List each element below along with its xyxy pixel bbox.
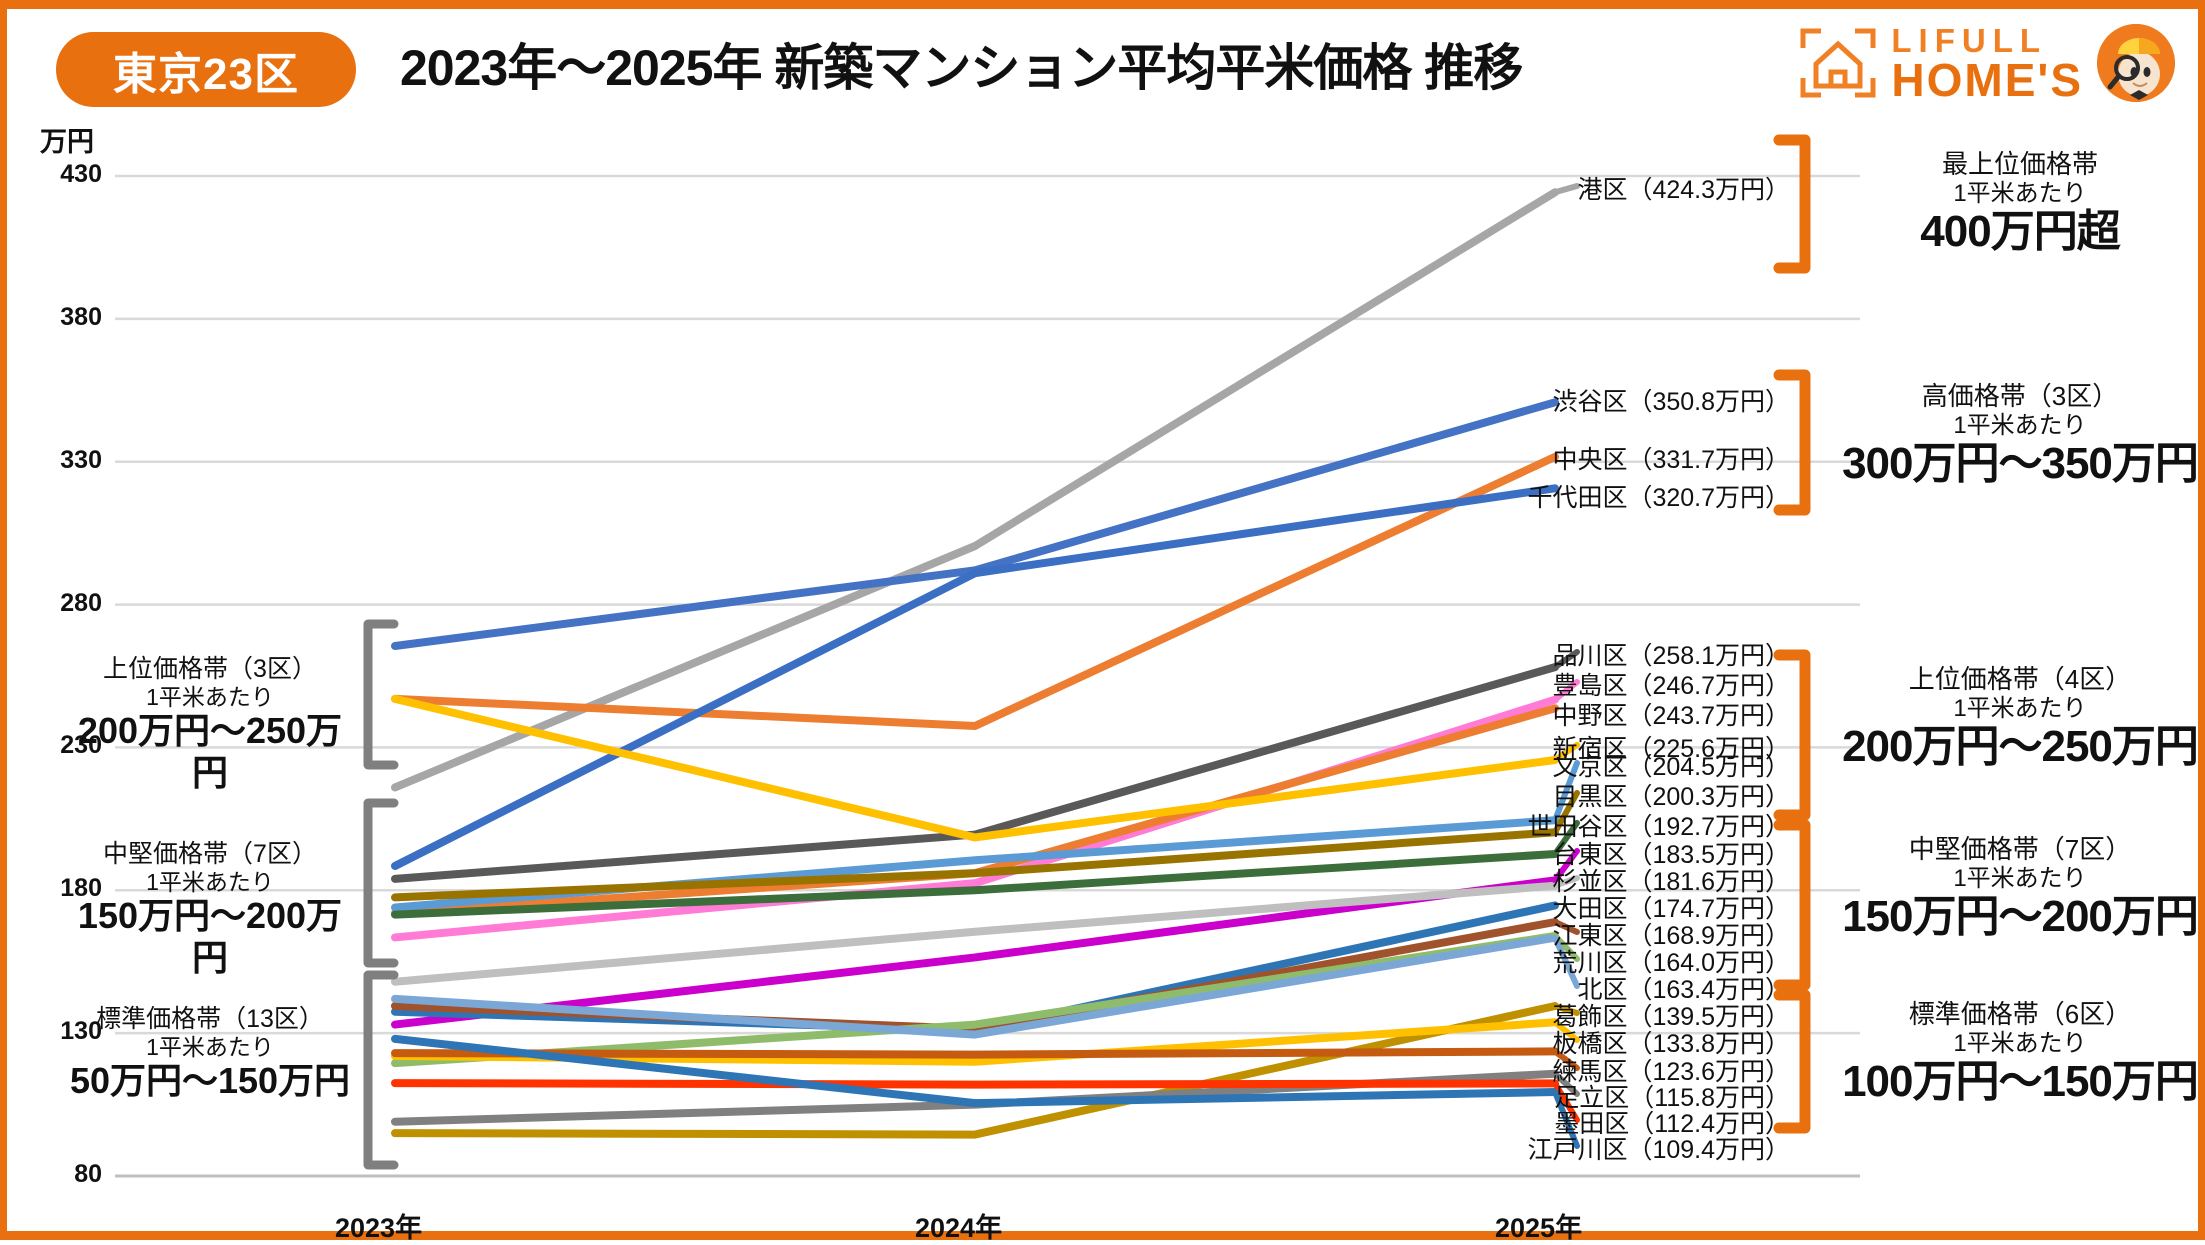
series-label-豊島区: 豊島区（246.7万円）	[1552, 672, 1790, 700]
right-band-0-sub: 1平米あたり	[1953, 179, 2087, 207]
series-label-中央区: 中央区（331.7万円）	[1552, 446, 1790, 474]
series-label-練馬区: 練馬区（123.6万円）	[1552, 1058, 1790, 1086]
left-band-2-sub: 1平米あたり	[146, 1033, 274, 1060]
series-label-渋谷区: 渋谷区（350.8万円）	[1552, 388, 1790, 416]
page-title: 2023年〜2025年 新築マンション平均平米価格 推移	[400, 40, 1523, 96]
x-tick-1: 2024年	[915, 1213, 1003, 1243]
y-tick-280: 280	[60, 588, 102, 617]
series-label-台東区: 台東区（183.5万円）	[1552, 841, 1790, 869]
y-tick-230: 230	[60, 731, 102, 760]
right-band-4-range: 100万円〜150万円	[1842, 1057, 2199, 1107]
series-label-品川区: 品川区（258.1万円）	[1552, 642, 1790, 670]
right-band-4: 標準価格帯（6区） 1平米あたり 100万円〜150万円	[1840, 999, 2200, 1108]
left-band-1-title: 中堅価格帯（7区）	[103, 840, 317, 868]
series-label-葛飾区: 葛飾区（139.5万円）	[1552, 1003, 1790, 1031]
left-band-0: 上位価格帯（3区） 1平米あたり 200万円〜250万円	[60, 655, 360, 793]
series-label-世田谷区: 世田谷区（192.7万円）	[1527, 813, 1790, 841]
right-band-3-title: 中堅価格帯（7区）	[1908, 834, 2132, 864]
left-band-1-sub: 1平米あたり	[146, 868, 274, 895]
y-tick-80: 80	[74, 1160, 102, 1188]
series-label-江東区: 江東区（168.9万円）	[1552, 922, 1790, 950]
series-label-墨田区: 墨田区（112.4万円）	[1554, 1110, 1790, 1138]
left-band-1-range: 150万円〜200万円	[77, 895, 343, 978]
y-tick-180: 180	[60, 874, 102, 903]
right-band-2: 上位価格帯（4区） 1平米あたり 200万円〜250万円	[1840, 664, 2200, 773]
series-label-江戸川区: 江戸川区（109.4万円）	[1527, 1136, 1790, 1164]
y-axis-unit: 万円	[40, 127, 94, 157]
series-label-新宿区: 新宿区（225.6万円）	[1552, 735, 1790, 763]
series-label-杉並区: 杉並区（181.6万円）	[1552, 868, 1790, 896]
logo-homes-text: HOME'S	[1891, 53, 2083, 106]
left-band-0-sub: 1平米あたり	[146, 683, 274, 710]
left-band-0-range: 200万円〜250万円	[77, 710, 343, 793]
left-band-0-title: 上位価格帯（3区）	[103, 655, 317, 683]
y-tick-380: 380	[60, 302, 102, 331]
region-badge: 東京23区	[56, 32, 356, 107]
x-tick-0: 2023年	[335, 1213, 423, 1243]
series-label-板橋区: 板橋区（133.8万円）	[1552, 1030, 1790, 1058]
series-label-大田区: 大田区（174.7万円）	[1552, 895, 1790, 923]
series-label-足立区: 足立区（115.8万円）	[1554, 1084, 1790, 1112]
left-band-2-range: 50万円〜150万円	[69, 1060, 351, 1102]
right-band-1-title: 高価格帯（3区）	[1921, 381, 2119, 411]
y-tick-430: 430	[60, 160, 102, 188]
right-band-3-range: 150万円〜200万円	[1842, 892, 2199, 942]
x-tick-2: 2025年	[1495, 1213, 1583, 1243]
header: 東京23区 2023年〜2025年 新築マンション平均平米価格 推移 LIFUL…	[0, 0, 2205, 120]
right-band-2-title: 上位価格帯（4区）	[1908, 664, 2132, 694]
right-band-2-range: 200万円〜250万円	[1842, 722, 2199, 772]
right-band-3-sub: 1平米あたり	[1953, 864, 2087, 892]
right-band-0-title: 最上位価格帯	[1941, 149, 2098, 179]
series-label-港区: 港区（424.3万円）	[1577, 176, 1790, 204]
lifull-mascot-icon	[2097, 24, 2175, 102]
y-tick-130: 130	[60, 1017, 102, 1046]
left-band-2: 標準価格帯（13区） 1平米あたり 50万円〜150万円	[60, 1005, 360, 1102]
right-band-2-sub: 1平米あたり	[1953, 694, 2087, 722]
house-in-brackets-icon	[1799, 26, 1877, 100]
left-band-1: 中堅価格帯（7区） 1平米あたり 150万円〜200万円	[60, 840, 360, 978]
right-band-4-sub: 1平米あたり	[1953, 1029, 2087, 1057]
lifull-homes-logo: LIFULL HOME'S	[1799, 18, 2175, 108]
left-band-2-title: 標準価格帯（13区）	[96, 1005, 324, 1033]
right-band-1: 高価格帯（3区） 1平米あたり 300万円〜350万円	[1840, 381, 2200, 490]
right-band-0: 最上位価格帯 1平米あたり 400万円超	[1840, 149, 2200, 258]
series-label-千代田区: 千代田区（320.7万円）	[1527, 484, 1790, 512]
right-band-1-range: 300万円〜350万円	[1842, 439, 2199, 489]
right-band-3: 中堅価格帯（7区） 1平米あたり 150万円〜200万円	[1840, 834, 2200, 943]
series-label-文京区: 文京区（204.5万円）	[1552, 753, 1790, 781]
logo-lifull-text: LIFULL	[1891, 21, 2048, 59]
series-label-目黒区: 目黒区（200.3万円）	[1552, 783, 1790, 811]
series-label-北区: 北区（163.4万円）	[1577, 976, 1790, 1004]
y-tick-330: 330	[60, 445, 102, 474]
right-band-1-sub: 1平米あたり	[1953, 411, 2087, 439]
series-label-中野区: 中野区（243.7万円）	[1552, 702, 1790, 730]
logo-wordmark: LIFULL HOME'S	[1891, 24, 2083, 103]
right-band-0-range: 400万円超	[1920, 207, 2120, 257]
series-label-荒川区: 荒川区（164.0万円）	[1552, 949, 1790, 977]
right-band-4-title: 標準価格帯（6区）	[1908, 999, 2132, 1029]
